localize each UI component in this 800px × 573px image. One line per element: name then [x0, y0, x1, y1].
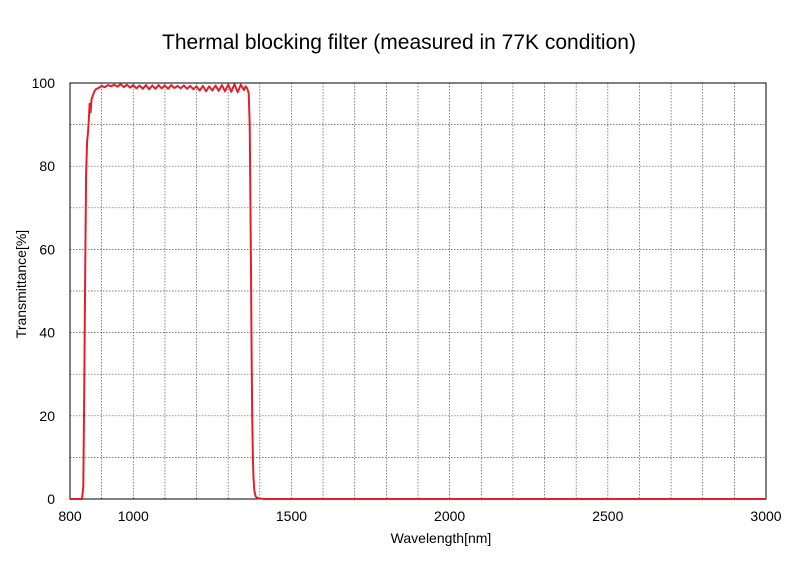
- x-tick-label: 800: [58, 508, 82, 524]
- y-tick-label: 0: [47, 491, 55, 507]
- x-tick-label: 1000: [118, 508, 149, 524]
- grid: [70, 83, 766, 499]
- x-tick-label: 3000: [750, 508, 781, 524]
- x-tick-label: 2500: [592, 508, 623, 524]
- y-tick-label: 80: [39, 158, 55, 174]
- y-tick-label: 100: [32, 75, 56, 91]
- transmittance-line: [70, 83, 766, 500]
- y-tick-label: 20: [39, 408, 55, 424]
- tick-labels: 800 1000 1500 2000 2500 3000 0 20 40 60 80 100: [32, 75, 782, 524]
- y-tick-label: 40: [39, 325, 55, 341]
- chart-title: Thermal blocking filter (measured in 77K…: [162, 31, 636, 54]
- y-tick-label: 60: [39, 241, 55, 257]
- y-axis-label: Transmittance[%]: [13, 230, 29, 338]
- x-tick-label: 2000: [434, 508, 465, 524]
- x-tick-label: 1500: [276, 508, 307, 524]
- x-axis-label: Wavelength[nm]: [391, 530, 492, 546]
